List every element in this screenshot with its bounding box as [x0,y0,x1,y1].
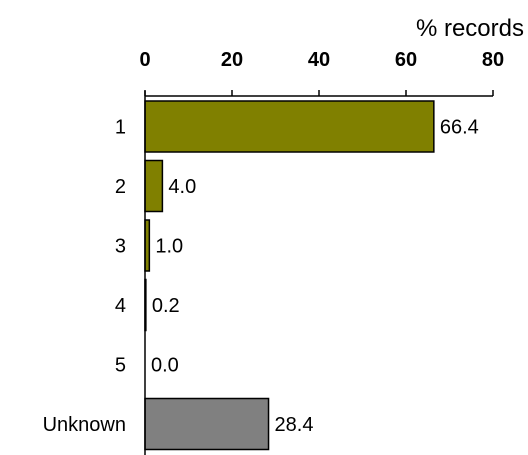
x-tick-label: 40 [308,49,330,71]
x-axis-ticks: 0 20 40 60 80 [139,49,504,96]
x-tick-label: 60 [395,49,417,71]
x-tick-label: 80 [482,49,504,71]
x-axis-title: % records [416,15,524,42]
bar [144,397,270,451]
value-label: 0.0 [151,355,179,377]
value-label: 4.0 [168,176,196,198]
value-label: 1.0 [155,236,183,258]
value-label: 66.4 [440,117,479,139]
category-label: 2 [115,176,126,198]
category-label: Unknown [43,414,126,436]
x-tick-label: 20 [221,49,243,71]
bar [144,159,164,213]
x-tick-label: 0 [139,49,150,71]
bars: 1 66.4 2 4.0 3 1.0 4 0.2 5 0.0 Unknown 28.4 [43,100,479,451]
category-label: 1 [115,117,126,139]
category-label: 3 [115,236,126,258]
value-label: 28.4 [275,414,314,436]
category-label: 5 [115,355,126,377]
value-label: 0.2 [152,295,180,317]
category-label: 4 [115,295,126,317]
bar [144,100,435,153]
